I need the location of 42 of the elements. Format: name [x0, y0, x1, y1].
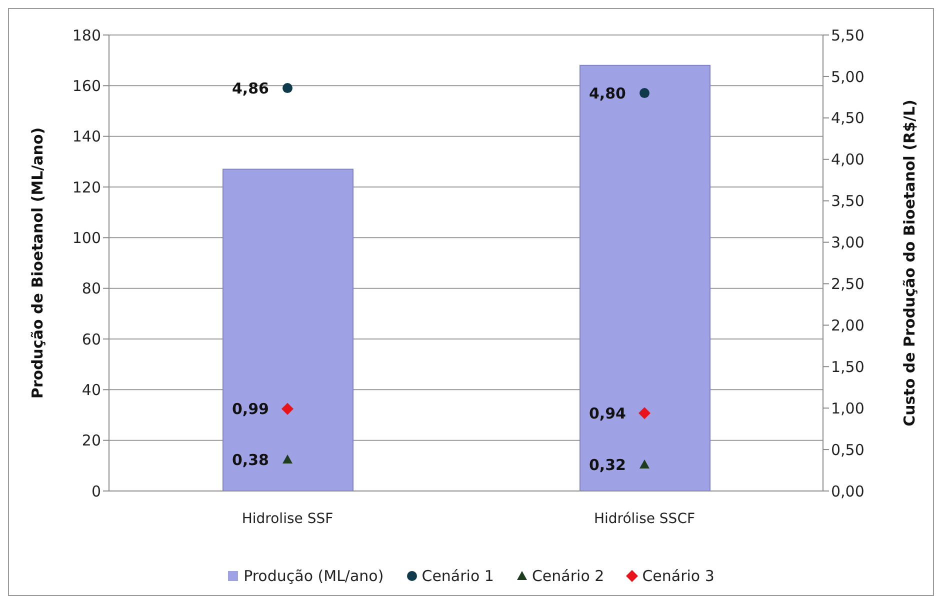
- y2-tick-label: 2,50: [831, 275, 864, 294]
- y2-tick-label: 1,50: [831, 358, 864, 376]
- point: [282, 402, 294, 415]
- y2-tick-label: 4,00: [831, 150, 864, 169]
- y2-tick-label: 2,00: [831, 316, 864, 335]
- data-label: 0,38: [232, 450, 269, 469]
- x-tick-label: Hidrolise SSF: [242, 510, 334, 527]
- data-label: 0,94: [588, 404, 626, 422]
- y2-tick-label: 5,50: [831, 26, 864, 44]
- y2-tick-label: 1,00: [831, 399, 864, 418]
- y-tick-label: 80: [82, 280, 101, 298]
- y-tick-label: 140: [72, 128, 101, 146]
- y2-tick-label: 0,00: [831, 482, 864, 500]
- y2-tick-label: 3,00: [831, 234, 864, 252]
- legend-label: Cenário 2: [530, 567, 604, 585]
- legend-label: Cenário 1: [420, 567, 494, 585]
- y-tick-label: 40: [82, 380, 101, 399]
- legend-label: Cenário 3: [641, 567, 714, 585]
- point: [282, 454, 292, 464]
- point: [638, 407, 650, 420]
- y2-tick-label: 4,50: [831, 109, 864, 128]
- y-tick-label: 20: [82, 432, 101, 450]
- point: [640, 459, 650, 468]
- point: [640, 88, 650, 98]
- y-tick-label: 60: [82, 330, 101, 348]
- y-tick-label: 180: [72, 26, 101, 44]
- data-label: 0,32: [588, 456, 626, 474]
- data-label: 4,80: [588, 84, 626, 102]
- y2-tick-label: 3,50: [831, 192, 864, 210]
- y-axis-title: Produção de Bioetanol (ML/ano): [28, 127, 46, 399]
- data-label: 0,99: [232, 400, 269, 418]
- y-tick-label: 100: [72, 228, 101, 247]
- y-tick-label: 160: [72, 76, 101, 95]
- data-label: 4,86: [232, 79, 269, 98]
- y-tick-label: 0: [91, 482, 101, 500]
- y2-axis-title: Custo de Produção do Bioetanol (R$/L): [900, 100, 918, 426]
- y2-tick-label: 5,00: [831, 68, 864, 86]
- y2-tick-label: 0,50: [831, 440, 864, 459]
- legend-label: Produção (ML/ano): [242, 567, 384, 585]
- x-tick-label: Hidrólise SSCF: [594, 510, 696, 527]
- y-tick-label: 120: [72, 178, 101, 196]
- point: [282, 83, 292, 94]
